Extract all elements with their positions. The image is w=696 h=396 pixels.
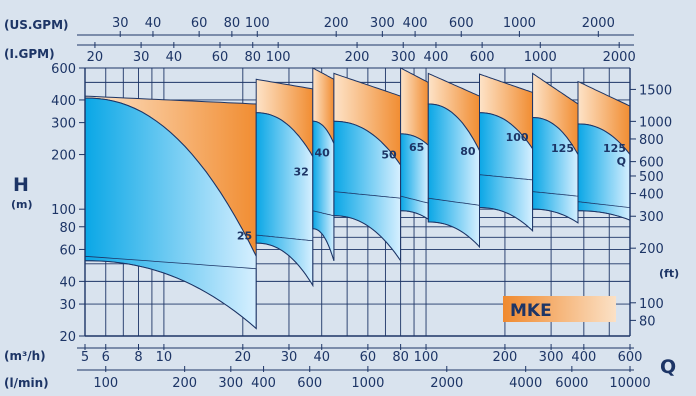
igpm-tick-label: 100 [266, 50, 291, 65]
igpm-tick-label: 400 [424, 50, 449, 65]
igpm-tick-label: 20 [87, 50, 104, 65]
y-axis-unit: (m) [11, 198, 33, 211]
series-label: Q [617, 155, 626, 168]
x-tick-label: 20 [235, 350, 252, 365]
series-min-curve [427, 197, 480, 248]
lmin-tick-label: 2000 [430, 376, 463, 391]
y-right-tick-label: 1000 [639, 115, 672, 130]
igpm-tick-label: 300 [391, 50, 416, 65]
y-right-tick-label: 800 [639, 133, 664, 148]
x-tick-label: 6 [102, 350, 110, 365]
x-axis-lmin-unit: (l/min) [4, 376, 49, 390]
y-tick-label: 60 [59, 243, 76, 258]
y-right-tick-label: 300 [639, 210, 664, 225]
igpm-tick-label: 2000 [603, 50, 636, 65]
y-axis-right-unit: (ft) [659, 267, 679, 280]
series-label: 100 [506, 131, 529, 144]
x-tick-label: 80 [392, 350, 409, 365]
series-min-curve [333, 191, 401, 262]
lmin-tick-label: 6000 [555, 376, 588, 391]
series-label: 80 [460, 145, 476, 158]
x-axis-m3h-unit: (m³/h) [4, 349, 46, 363]
x-tick-label: 8 [134, 350, 142, 365]
series-label: 50 [381, 148, 397, 161]
usgpm-tick-label: 1000 [503, 16, 536, 31]
usgpm-tick-label: 300 [370, 16, 395, 31]
y-tick-label: 40 [59, 275, 76, 290]
series-min-curve [255, 234, 314, 287]
x-tick-label: 300 [539, 350, 564, 365]
lmin-tick-label: 200 [172, 376, 197, 391]
x-tick-label: 100 [414, 350, 439, 365]
y-right-tick-label: 80 [639, 314, 656, 329]
series-label: 125 [551, 142, 574, 155]
mke-badge [503, 296, 616, 322]
y-right-tick-label: 500 [639, 170, 664, 185]
usgpm-tick-label: 80 [224, 16, 241, 31]
axes [77, 31, 636, 372]
x-axis-symbol: Q [660, 356, 676, 378]
igpm-tick-label: 200 [345, 50, 370, 65]
igpm-tick-label: 80 [244, 50, 261, 65]
x-tick-label: 600 [618, 350, 643, 365]
x-tick-label: 10 [156, 350, 173, 365]
y-right-tick-label: 200 [639, 242, 664, 257]
x-axis-usgpm-unit: (US.GPM) [4, 18, 69, 32]
lmin-tick-label: 1000 [351, 376, 384, 391]
lmin-tick-label: 4000 [509, 376, 542, 391]
usgpm-tick-label: 2000 [582, 16, 615, 31]
y-right-tick-label: 400 [639, 188, 664, 203]
y-tick-label: 200 [51, 149, 76, 164]
usgpm-tick-label: 40 [145, 16, 162, 31]
x-tick-label: 200 [493, 350, 518, 365]
usgpm-tick-label: 600 [449, 16, 474, 31]
series-label: 25 [237, 229, 252, 242]
series-min-curve [312, 210, 335, 261]
lmin-tick-label: 300 [218, 376, 243, 391]
lmin-tick-label: 600 [297, 376, 322, 391]
x-tick-label: 40 [313, 350, 330, 365]
lmin-tick-label: 10000 [609, 376, 650, 391]
y-tick-label: 300 [51, 117, 76, 132]
series-label: 40 [315, 146, 331, 159]
y-tick-label: 30 [59, 298, 76, 313]
series-min-curve [532, 191, 579, 224]
series-min-curve [84, 255, 257, 330]
usgpm-tick-label: 200 [324, 16, 349, 31]
y-right-tick-label: 1500 [639, 83, 672, 98]
igpm-tick-label: 60 [212, 50, 229, 65]
y-tick-label: 80 [59, 221, 76, 236]
x-tick-label: 5 [81, 350, 89, 365]
series-label: 125 [603, 142, 626, 155]
lmin-tick-label: 100 [93, 376, 118, 391]
y-tick-label: 100 [51, 203, 76, 218]
lmin-tick-label: 400 [251, 376, 276, 391]
curve-areas [84, 67, 631, 330]
x-tick-label: 60 [360, 350, 377, 365]
usgpm-tick-label: 60 [191, 16, 208, 31]
y-axis-symbol: H [13, 174, 29, 196]
y-tick-label: 400 [51, 94, 76, 109]
x-tick-label: 30 [281, 350, 298, 365]
usgpm-tick-label: 100 [245, 16, 270, 31]
usgpm-tick-label: 30 [112, 16, 129, 31]
igpm-tick-label: 30 [133, 50, 150, 65]
igpm-tick-label: 40 [166, 50, 183, 65]
igpm-tick-label: 600 [470, 50, 495, 65]
x-tick-label: 400 [571, 350, 596, 365]
x-axis-igpm-unit: (I.GPM) [4, 47, 55, 61]
chart-title: MKE [510, 301, 552, 321]
igpm-tick-label: 1000 [524, 50, 557, 65]
y-right-tick-label: 100 [639, 297, 664, 312]
series-label: 65 [409, 141, 424, 154]
series-label: 32 [294, 165, 309, 178]
y-right-tick-label: 600 [639, 156, 664, 171]
usgpm-tick-label: 400 [403, 16, 428, 31]
series-min-curve [479, 174, 533, 232]
y-tick-label: 600 [51, 62, 76, 77]
y-tick-label: 20 [59, 330, 76, 345]
